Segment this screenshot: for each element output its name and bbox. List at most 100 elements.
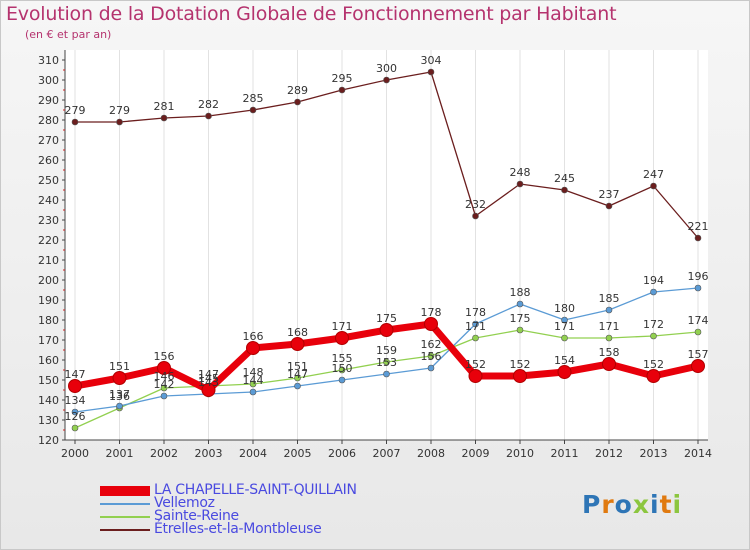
data-label: 285 bbox=[243, 92, 264, 105]
data-label: 248 bbox=[510, 166, 531, 179]
data-point bbox=[561, 186, 568, 194]
data-label: 152 bbox=[465, 358, 486, 371]
x-tick-label: 2003 bbox=[195, 447, 223, 460]
legend-swatch bbox=[100, 529, 150, 531]
data-label: 175 bbox=[376, 312, 397, 325]
brand-logo: Proxiti bbox=[582, 490, 682, 519]
data-label: 171 bbox=[465, 320, 486, 333]
data-label: 136 bbox=[109, 390, 130, 403]
brand-letter: i bbox=[650, 490, 660, 519]
data-point bbox=[294, 374, 301, 382]
data-point bbox=[338, 86, 346, 94]
data-label: 185 bbox=[599, 292, 620, 305]
data-point bbox=[246, 341, 260, 355]
data-point bbox=[694, 328, 702, 336]
data-label: 157 bbox=[688, 348, 709, 361]
x-tick-label: 2008 bbox=[417, 447, 445, 460]
data-point bbox=[71, 408, 79, 416]
data-point bbox=[338, 376, 346, 384]
data-point bbox=[71, 118, 79, 126]
data-point bbox=[335, 331, 349, 345]
data-point bbox=[513, 369, 527, 383]
y-tick-label: 290 bbox=[38, 94, 59, 107]
data-point bbox=[650, 288, 657, 296]
data-point bbox=[516, 180, 524, 188]
data-label: 151 bbox=[287, 360, 308, 373]
x-tick-label: 2004 bbox=[239, 447, 267, 460]
data-label: 289 bbox=[287, 84, 308, 97]
data-label: 172 bbox=[643, 318, 664, 331]
data-label: 279 bbox=[65, 104, 86, 117]
data-label: 156 bbox=[421, 350, 442, 363]
data-point bbox=[383, 358, 390, 366]
brand-letter: i bbox=[672, 490, 683, 519]
data-point bbox=[112, 371, 127, 385]
x-tick-label: 2000 bbox=[61, 447, 89, 460]
data-point bbox=[694, 284, 702, 292]
data-point bbox=[116, 118, 123, 126]
y-tick-label: 190 bbox=[38, 294, 59, 307]
data-label: 175 bbox=[510, 312, 531, 325]
data-point bbox=[205, 112, 212, 120]
y-tick-label: 130 bbox=[38, 414, 59, 427]
legend-swatch bbox=[100, 486, 150, 496]
data-point bbox=[605, 306, 613, 314]
data-label: 295 bbox=[332, 72, 353, 85]
chart-title: Evolution de la Dotation Globale de Fonc… bbox=[6, 3, 617, 25]
x-tick-label: 2014 bbox=[684, 447, 712, 460]
data-point bbox=[249, 388, 257, 396]
data-point bbox=[557, 365, 572, 379]
data-point bbox=[427, 68, 435, 76]
brand-letter: t bbox=[659, 490, 673, 519]
data-point bbox=[68, 379, 82, 393]
data-point bbox=[561, 316, 568, 324]
y-tick-label: 170 bbox=[38, 334, 59, 347]
y-tick-label: 310 bbox=[38, 54, 59, 67]
data-point bbox=[160, 392, 168, 400]
data-point bbox=[249, 106, 257, 114]
data-label: 155 bbox=[332, 352, 353, 365]
data-point bbox=[157, 361, 171, 375]
chart-subtitle: (en € et par an) bbox=[25, 28, 112, 41]
legend-swatch bbox=[100, 516, 150, 518]
data-point bbox=[691, 359, 705, 373]
data-label: 188 bbox=[510, 286, 531, 299]
y-tick-label: 220 bbox=[38, 234, 59, 247]
data-point bbox=[71, 424, 79, 432]
data-label: 196 bbox=[688, 270, 709, 283]
x-tick-label: 2011 bbox=[551, 447, 579, 460]
legend-item: Sainte-Reine bbox=[100, 508, 400, 524]
data-point bbox=[160, 114, 168, 122]
x-tick-label: 2007 bbox=[373, 447, 401, 460]
data-point bbox=[694, 234, 702, 242]
data-label: 171 bbox=[332, 320, 353, 333]
data-label: 178 bbox=[421, 306, 442, 319]
data-label: 146 bbox=[154, 370, 175, 383]
data-label: 171 bbox=[599, 320, 620, 333]
data-label: 281 bbox=[154, 100, 175, 113]
data-point bbox=[427, 352, 435, 360]
data-label: 159 bbox=[376, 344, 397, 357]
data-label: 152 bbox=[643, 358, 664, 371]
y-tick-label: 300 bbox=[38, 74, 59, 87]
y-tick-label: 230 bbox=[38, 214, 59, 227]
data-point bbox=[516, 326, 524, 334]
data-label: 143 bbox=[198, 376, 219, 389]
data-label: 247 bbox=[643, 168, 664, 181]
data-label: 166 bbox=[243, 330, 264, 343]
data-label: 144 bbox=[243, 374, 264, 387]
data-label: 168 bbox=[287, 326, 308, 339]
data-point bbox=[472, 212, 479, 220]
data-point bbox=[424, 317, 438, 331]
legend-item: Étrelles-et-la-Montbleuse bbox=[100, 521, 400, 537]
data-label: 237 bbox=[599, 188, 620, 201]
data-label: 151 bbox=[109, 360, 130, 373]
y-tick-label: 150 bbox=[38, 374, 59, 387]
data-point bbox=[646, 369, 661, 383]
data-point bbox=[516, 300, 524, 308]
data-point bbox=[116, 402, 123, 410]
data-label: 174 bbox=[688, 314, 709, 327]
data-label: 221 bbox=[688, 220, 709, 233]
data-label: 147 bbox=[65, 368, 86, 381]
